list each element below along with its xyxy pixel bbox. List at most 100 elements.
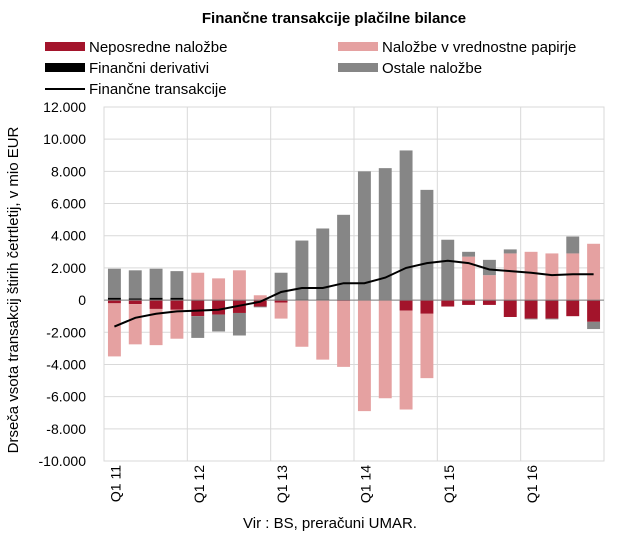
bar-neposredne-nalozbe [587, 300, 601, 322]
x-tick-label: Q1 14 [357, 465, 373, 503]
bar-nalozbe-v-vrednostne-papirje [566, 253, 580, 301]
bar-financni-derivativi [149, 297, 163, 301]
source-note: Vir : BS, preračuni UMAR. [243, 515, 417, 532]
y-tick-label: -8.000 [46, 421, 86, 437]
y-tick-label: -10.000 [39, 453, 87, 469]
y-tick-labels: -10.000 -8.000 -6.000 -4.000 -2.000 0 2.000 4.0… [39, 99, 87, 469]
bar-neposredne-nalozbe [399, 300, 413, 311]
x-tick-label: Q1 11 [107, 465, 123, 502]
bar-ostale-nalozbe [191, 316, 205, 338]
bar-neposredne-nalozbe [170, 300, 184, 310]
bar-ostale-nalozbe [441, 239, 455, 301]
bar-neposredne-nalozbe [274, 300, 288, 303]
y-tick-label: 8.000 [51, 163, 86, 179]
bar-nalozbe-v-vrednostne-papirje [503, 253, 517, 301]
bar-neposredne-nalozbe [545, 300, 559, 319]
chart-title: Finančne transakcije plačilne bilance [202, 10, 466, 27]
bar-nalozbe-v-vrednostne-papirje [337, 300, 351, 367]
bar-nalozbe-v-vrednostne-papirje [212, 278, 226, 301]
bar-nalozbe-v-vrednostne-papirje [253, 295, 267, 301]
bar-nalozbe-v-vrednostne-papirje [462, 256, 476, 301]
x-tick-label: Q1 13 [274, 465, 290, 503]
bar-nalozbe-v-vrednostne-papirje [316, 300, 330, 360]
bar-ostale-nalozbe [587, 321, 601, 330]
bar-nalozbe-v-vrednostne-papirje [399, 310, 413, 410]
bar-ostale-nalozbe [316, 228, 330, 300]
bar-ostale-nalozbe [253, 306, 267, 308]
bar-neposredne-nalozbe [503, 300, 517, 317]
bar-nalozbe-v-vrednostne-papirje [295, 300, 309, 347]
bar-financni-derivativi [107, 297, 121, 301]
bar-nalozbe-v-vrednostne-papirje [420, 313, 434, 379]
bar-neposredne-nalozbe [128, 300, 142, 305]
bar-nalozbe-v-vrednostne-papirje [232, 270, 246, 301]
bar-financni-derivativi [128, 298, 142, 301]
bar-nalozbe-v-vrednostne-papirje [107, 303, 121, 357]
bar-ostale-nalozbe [107, 268, 121, 298]
y-tick-label: 2.000 [51, 260, 86, 276]
bar-ostale-nalozbe [503, 249, 517, 254]
y-tick-label: -4.000 [46, 356, 86, 372]
bar-nalozbe-v-vrednostne-papirje [482, 275, 496, 301]
bar-nalozbe-v-vrednostne-papirje [524, 251, 538, 301]
bar-neposredne-nalozbe [212, 300, 226, 315]
bar-ostale-nalozbe [274, 272, 288, 300]
bar-ostale-nalozbe [545, 318, 559, 320]
bar-ostale-nalozbe [212, 314, 226, 332]
bar-neposredne-nalozbe [420, 300, 434, 314]
bar-neposredne-nalozbe [566, 300, 580, 317]
y-tick-label: -6.000 [46, 389, 86, 405]
y-tick-label: 0 [78, 292, 86, 308]
legend-swatch [338, 42, 378, 51]
bar-nalozbe-v-vrednostne-papirje [128, 304, 142, 345]
bar-ostale-nalozbe [357, 171, 371, 301]
y-tick-label: 12.000 [43, 99, 86, 115]
legend-swatch [338, 63, 378, 72]
y-tick-label: 6.000 [51, 196, 86, 212]
bar-ostale-nalozbe [232, 312, 246, 336]
bar-neposredne-nalozbe [107, 300, 121, 304]
x-tick-labels: Q1 11 Q1 12 Q1 13 Q1 14 Q1 15 Q1 16 [107, 465, 540, 503]
bar-ostale-nalozbe [128, 270, 142, 299]
bar-nalozbe-v-vrednostne-papirje [274, 302, 288, 319]
y-tick-label: -2.000 [46, 324, 86, 340]
bar-neposredne-nalozbe [441, 300, 455, 307]
x-tick-label: Q1 16 [524, 465, 540, 503]
bar-neposredne-nalozbe [149, 300, 163, 309]
bar-ostale-nalozbe [420, 189, 434, 301]
bars [107, 150, 601, 412]
legend-swatch [45, 42, 85, 51]
legend-swatch [45, 63, 85, 72]
bar-ostale-nalozbe [462, 251, 476, 257]
bar-ostale-nalozbe [399, 150, 413, 301]
bar-nalozbe-v-vrednostne-papirje [357, 300, 371, 412]
y-tick-label: 10.000 [43, 131, 86, 147]
bar-ostale-nalozbe [524, 318, 538, 320]
legend-label: Ostale naložbe [382, 60, 482, 77]
bar-nalozbe-v-vrednostne-papirje [149, 308, 163, 346]
bar-neposredne-nalozbe [253, 300, 267, 307]
legend-label: Finančne transakcije [89, 81, 227, 98]
bar-neposredne-nalozbe [191, 300, 205, 317]
y-tick-label: 4.000 [51, 228, 86, 244]
bar-neposredne-nalozbe [482, 300, 496, 305]
bar-financni-derivativi [170, 297, 184, 301]
x-tick-label: Q1 15 [441, 465, 457, 503]
bar-nalozbe-v-vrednostne-papirje [191, 272, 205, 301]
bar-nalozbe-v-vrednostne-papirje [378, 300, 392, 399]
legend: Neposredne naložbe Naložbe v vrednostne p… [45, 39, 576, 98]
bar-ostale-nalozbe [149, 268, 163, 298]
grid [103, 106, 605, 462]
bar-ostale-nalozbe [337, 214, 351, 301]
legend-label: Finančni derivativi [89, 60, 209, 77]
line-financne-transakcije [114, 259, 594, 328]
bar-nalozbe-v-vrednostne-papirje [545, 253, 559, 301]
bar-ostale-nalozbe [378, 168, 392, 301]
bar-neposredne-nalozbe [462, 300, 476, 305]
bar-ostale-nalozbe [295, 240, 309, 300]
bar-ostale-nalozbe [482, 259, 496, 276]
bar-nalozbe-v-vrednostne-papirje [170, 309, 184, 339]
y-axis-title: Drseča vsota transakcij štirih četrtleti… [5, 126, 22, 453]
legend-label: Neposredne naložbe [89, 39, 227, 56]
